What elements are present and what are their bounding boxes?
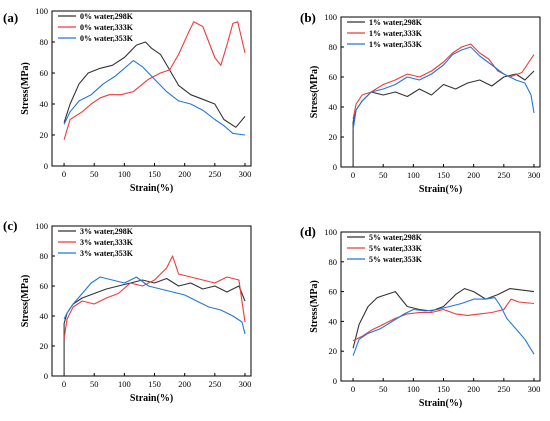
y-tick-label: 40	[40, 311, 49, 321]
x-tick-label: 200	[467, 384, 480, 394]
y-tick-label: 0	[44, 371, 48, 381]
legend-entry: 0% water,353K	[80, 34, 134, 43]
panel-label: (c)	[3, 218, 17, 233]
panel-label: (d)	[300, 224, 316, 239]
y-tick-label: 100	[35, 221, 48, 231]
series-line-1	[352, 298, 535, 342]
series-line-2	[352, 46, 535, 130]
x-tick-label: 50	[379, 170, 388, 180]
legend-entry: 0% water,333K	[80, 23, 134, 32]
legend-entry: 0% water,298K	[80, 12, 134, 21]
plot-frame	[340, 16, 541, 168]
x-tick-label: 200	[178, 379, 191, 389]
series-line-1	[63, 21, 246, 140]
x-tick-label: 150	[148, 379, 161, 389]
x-tick-label: 0	[62, 169, 66, 179]
x-tick-label: 50	[90, 379, 99, 389]
legend-entry: 3% water,353K	[80, 249, 134, 258]
y-axis-label: Stress(MPa)	[309, 280, 320, 333]
series-line-2	[352, 297, 535, 356]
y-axis-label: Stress(MPa)	[20, 275, 31, 328]
x-tick-label: 200	[467, 170, 480, 180]
y-tick-label: 20	[329, 346, 338, 356]
x-tick-label: 100	[407, 170, 420, 180]
x-tick-label: 150	[437, 170, 450, 180]
series-line-2	[63, 60, 246, 136]
panel-0: 0 20 40 60 80 100 0 50 100 150 200 250 300 Strain(%) S…	[3, 6, 252, 194]
panel-label: (a)	[3, 10, 18, 25]
legend-entry: 5% water,333K	[369, 244, 423, 253]
x-tick-label: 250	[208, 169, 221, 179]
y-tick-label: 0	[333, 376, 337, 386]
panel-1: 0 20 40 60 80 100 0 50 100 150 200 250 300 Strain(%) S…	[300, 10, 541, 195]
legend-entry: 1% water,333K	[369, 29, 423, 38]
panel-2: 0 20 40 60 80 100 0 50 100 150 200 250 300 Strain(%) S…	[3, 218, 252, 404]
panel-3: 0 20 40 60 80 100 0 50 100 150 200 250 300 Strain(%) S…	[300, 224, 541, 409]
legend-entry: 3% water,298K	[80, 227, 134, 236]
y-axis-label: Stress(MPa)	[20, 62, 31, 115]
x-tick-label: 250	[208, 379, 221, 389]
y-tick-label: 100	[35, 6, 48, 16]
y-axis-label: Stress(MPa)	[309, 66, 320, 119]
series-line-1	[63, 255, 246, 339]
x-axis-label: Strain(%)	[419, 184, 462, 195]
x-tick-label: 300	[528, 170, 541, 180]
y-tick-label: 80	[40, 37, 49, 47]
x-axis-label: Strain(%)	[419, 398, 462, 409]
series-line-1	[352, 43, 535, 120]
x-tick-label: 300	[239, 169, 252, 179]
x-tick-label: 50	[90, 169, 99, 179]
x-tick-label: 100	[118, 379, 131, 389]
x-tick-label: 300	[528, 384, 541, 394]
y-tick-label: 60	[40, 68, 49, 78]
y-tick-label: 40	[40, 99, 49, 109]
x-axis-label: Strain(%)	[130, 393, 173, 404]
x-tick-label: 0	[62, 379, 66, 389]
x-tick-label: 0	[351, 170, 355, 180]
y-tick-label: 20	[40, 341, 49, 351]
series-line-0	[352, 70, 535, 167]
y-tick-label: 80	[329, 42, 338, 52]
y-tick-label: 20	[40, 130, 49, 140]
series-line-0	[63, 277, 246, 376]
panel-label: (b)	[300, 10, 316, 25]
y-tick-label: 60	[329, 72, 338, 82]
plot-frame	[51, 10, 252, 167]
x-tick-label: 250	[497, 170, 510, 180]
y-tick-label: 40	[329, 102, 338, 112]
y-tick-label: 100	[324, 12, 337, 22]
legend-entry: 1% water,298K	[369, 18, 423, 27]
legend-entry: 1% water,353K	[369, 40, 423, 49]
series-line-0	[63, 41, 246, 128]
y-tick-label: 80	[329, 257, 338, 267]
y-tick-label: 0	[333, 162, 337, 172]
series-line-0	[352, 288, 535, 349]
x-tick-label: 150	[148, 169, 161, 179]
x-tick-label: 100	[407, 384, 420, 394]
y-tick-label: 0	[44, 161, 48, 171]
x-tick-label: 150	[437, 384, 450, 394]
x-tick-label: 300	[239, 379, 252, 389]
legend-entry: 5% water,353K	[369, 255, 423, 264]
y-tick-label: 100	[324, 227, 337, 237]
legend-entry: 3% water,333K	[80, 238, 134, 247]
x-tick-label: 0	[351, 384, 355, 394]
legend-entry: 5% water,298K	[369, 233, 423, 242]
y-tick-label: 80	[40, 251, 49, 261]
y-tick-label: 60	[40, 281, 49, 291]
x-axis-label: Strain(%)	[130, 183, 173, 194]
x-tick-label: 250	[497, 384, 510, 394]
x-tick-label: 50	[379, 384, 388, 394]
x-tick-label: 200	[178, 169, 191, 179]
x-tick-label: 100	[118, 169, 131, 179]
series-line-2	[63, 276, 246, 335]
y-tick-label: 20	[329, 132, 338, 142]
y-tick-label: 60	[329, 287, 338, 297]
y-tick-label: 40	[329, 316, 338, 326]
plot-frame	[340, 231, 541, 382]
plot-frame	[51, 225, 252, 377]
